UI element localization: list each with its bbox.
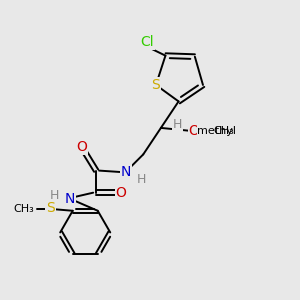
Text: Cl: Cl	[140, 35, 154, 49]
Text: N: N	[120, 165, 131, 179]
Text: CH₃: CH₃	[14, 204, 34, 214]
Text: N: N	[64, 192, 75, 206]
Text: H: H	[137, 173, 146, 186]
Text: O: O	[188, 124, 199, 138]
Text: H: H	[50, 189, 60, 202]
Text: O: O	[76, 140, 87, 154]
Text: O: O	[116, 186, 127, 200]
Text: methyl: methyl	[197, 126, 236, 136]
Text: S: S	[46, 201, 55, 215]
Text: CH₃: CH₃	[213, 126, 234, 136]
Text: S: S	[152, 78, 160, 92]
Text: H: H	[172, 118, 182, 131]
